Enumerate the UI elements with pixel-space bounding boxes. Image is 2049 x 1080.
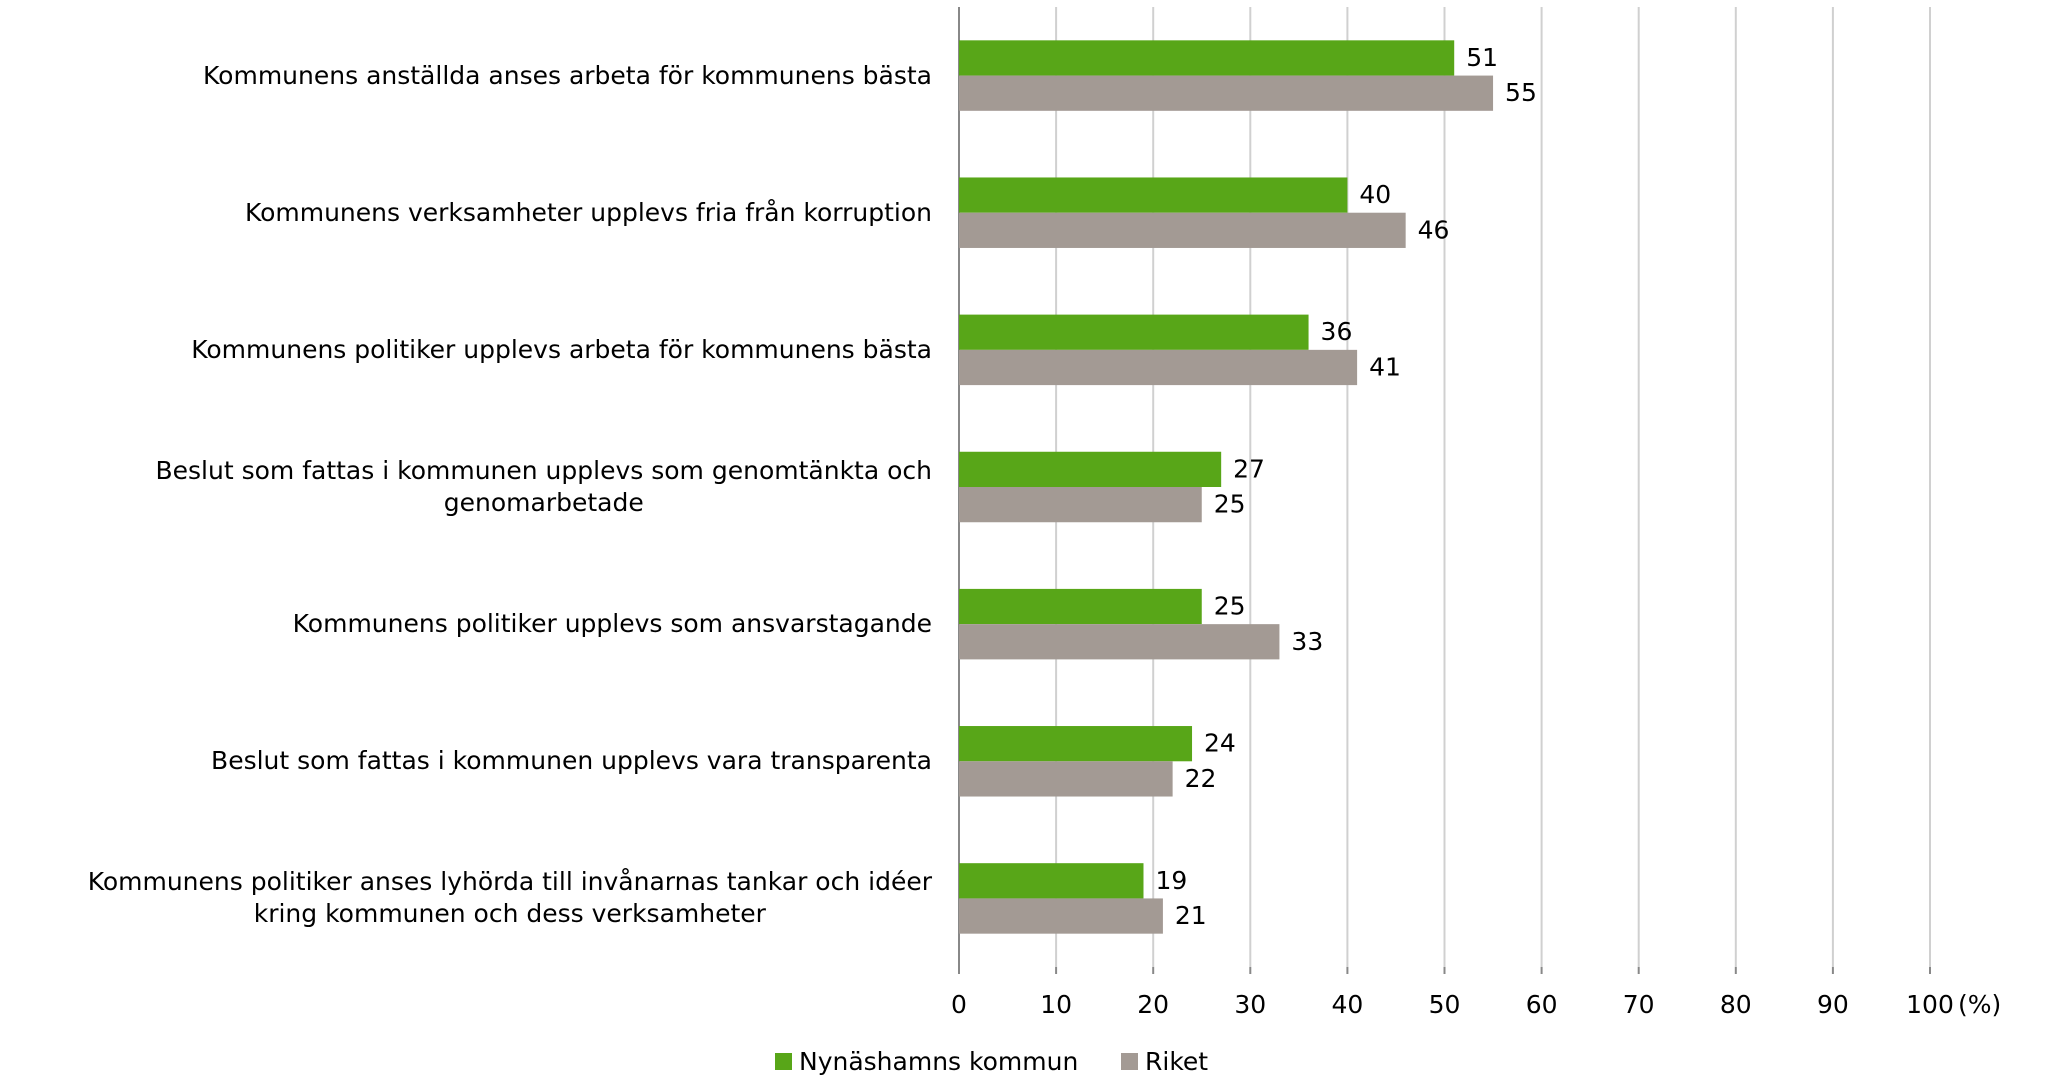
category-label: Beslut som fattas i kommunen upplevs som… (10, 447, 932, 527)
x-tick-label: 20 (1137, 990, 1169, 1019)
x-axis-label: (%) (1958, 990, 2001, 1019)
category-label: Kommunens anställda anses arbeta för kom… (10, 36, 932, 116)
x-tick-label: 50 (1429, 990, 1461, 1019)
value-label: 27 (1233, 454, 1265, 483)
category-label: Beslut som fattas i kommunen upplevs var… (10, 721, 932, 801)
x-tick-label: 80 (1720, 990, 1752, 1019)
category-label: Kommunens politiker anses lyhörda till i… (10, 858, 932, 938)
value-label: 46 (1418, 215, 1450, 244)
bar (959, 349, 1358, 386)
value-label: 41 (1369, 352, 1401, 381)
x-tick-label: 10 (1040, 990, 1072, 1019)
x-tick-label: 70 (1623, 990, 1655, 1019)
x-tick-label: 60 (1526, 990, 1558, 1019)
category-label-text: Beslut som fattas i kommunen upplevs var… (211, 746, 932, 776)
x-tick-label: 30 (1234, 990, 1266, 1019)
x-tick-label: 100 (1906, 990, 1954, 1019)
bar (959, 588, 1202, 625)
category-label: Kommunens verksamheter upplevs fria från… (10, 173, 932, 253)
value-label: 25 (1214, 490, 1246, 519)
x-tick-label: 0 (951, 990, 967, 1019)
bar (959, 863, 1144, 899)
bar (959, 451, 1222, 487)
bar (959, 898, 1163, 934)
bar (959, 314, 1309, 350)
category-label-text: Kommunens politiker upplevs som ansvarst… (292, 609, 932, 639)
legend-label: Nynäshamns kommun (799, 1047, 1078, 1076)
value-label: 19 (1155, 866, 1187, 895)
value-label: 21 (1175, 901, 1207, 930)
value-label: 33 (1291, 627, 1323, 656)
bar (959, 726, 1193, 762)
category-label-text: Kommunens politiker upplevs arbeta för k… (191, 334, 932, 364)
value-label: 51 (1466, 43, 1498, 72)
bar (959, 624, 1280, 660)
value-label: 40 (1359, 180, 1391, 209)
value-label: 25 (1214, 592, 1246, 621)
legend-swatch (1121, 1053, 1138, 1070)
category-label-text: Kommunens anställda anses arbeta för kom… (203, 60, 932, 90)
category-label: Kommunens politiker upplevs arbeta för k… (10, 310, 932, 390)
bar (959, 761, 1173, 797)
legend-swatch (775, 1053, 792, 1070)
bar (959, 487, 1202, 523)
value-label: 22 (1185, 764, 1217, 793)
category-label: Kommunens politiker upplevs som ansvarst… (10, 584, 932, 664)
bar (959, 40, 1455, 76)
x-tick-label: 90 (1817, 990, 1849, 1019)
category-label-text: Kommunens politiker anses lyhörda till i… (87, 867, 932, 929)
category-label-text: Kommunens verksamheter upplevs fria från… (244, 197, 932, 227)
value-label: 36 (1321, 317, 1353, 346)
bar (959, 177, 1348, 213)
category-label-text: Beslut som fattas i kommunen upplevs som… (155, 456, 932, 517)
value-label: 55 (1505, 78, 1537, 107)
bar (959, 75, 1494, 111)
x-tick-label: 40 (1331, 990, 1363, 1019)
bar (959, 212, 1406, 248)
legend-label: Riket (1145, 1047, 1208, 1076)
value-label: 24 (1204, 729, 1236, 758)
